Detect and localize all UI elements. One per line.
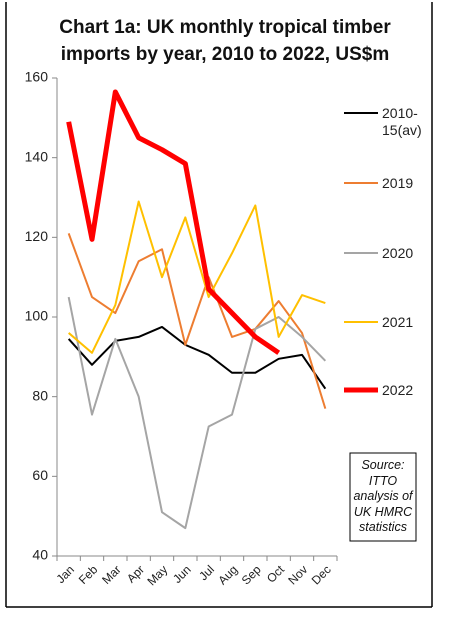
source-box <box>349 452 417 542</box>
legend-label: 2010-15(av) <box>382 105 422 138</box>
legend-label: 2020 <box>382 245 414 261</box>
series-line <box>68 200 326 354</box>
x-tick-label: Mar <box>99 562 124 587</box>
chart-title: Chart 1a: UK monthly tropical timber imp… <box>59 17 391 65</box>
y-tick-label: 120 <box>25 228 49 244</box>
y-tick-label: 100 <box>25 308 49 324</box>
series-line <box>67 325 327 390</box>
series-line <box>67 233 327 409</box>
y-tick-label: 160 <box>25 69 49 85</box>
x-tick-label: Jun <box>170 562 194 586</box>
x-tick-label: Sep <box>239 562 264 587</box>
series-line <box>67 296 327 530</box>
legend-label: 2019 <box>382 175 414 191</box>
source-note: Source: ITTO analysis of UK HMRC statist… <box>353 458 413 534</box>
x-tick-label: Jan <box>53 562 77 586</box>
x-tick-label: May <box>144 562 170 588</box>
x-tick-label: Nov <box>285 562 310 587</box>
y-tick-label: 80 <box>32 387 48 403</box>
x-tick-label: Aug <box>215 562 240 587</box>
series-line <box>66 89 281 355</box>
y-tick-label: 140 <box>25 148 49 164</box>
legend-label: 2022 <box>382 382 414 398</box>
x-tick-label: Apr <box>124 562 147 585</box>
legend-label: 2021 <box>382 314 414 330</box>
x-tick-label: Oct <box>264 562 288 586</box>
x-tick-label: Jul <box>196 562 217 583</box>
y-tick-label: 40 <box>32 547 48 563</box>
x-tick-label: Dec <box>309 562 334 587</box>
y-tick-label: 60 <box>32 467 48 483</box>
x-tick-label: Feb <box>76 562 101 587</box>
